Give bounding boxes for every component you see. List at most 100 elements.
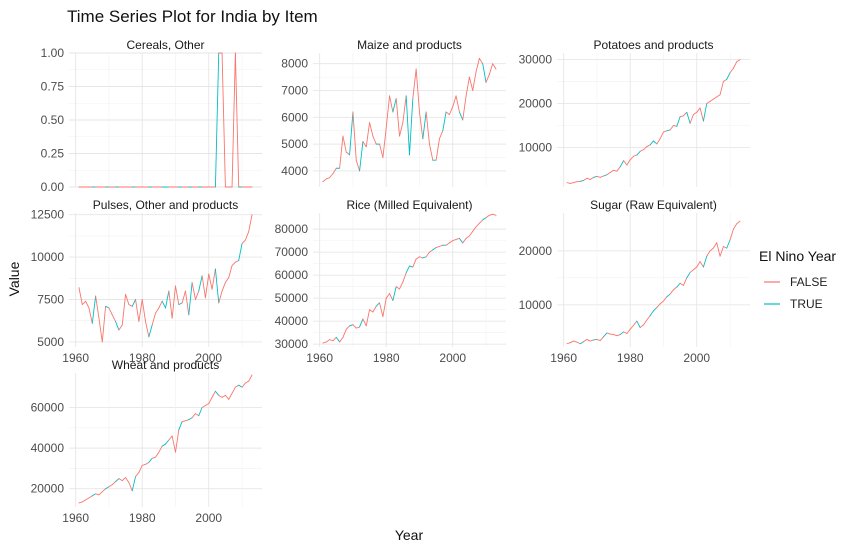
y-tick-label: 60000 (275, 268, 309, 282)
line-segment-false (185, 419, 190, 422)
panel-pulses-other-and-products: Pulses, Other and products 5000 7500 10000 1… (31, 198, 262, 365)
line-segment-false (736, 220, 741, 225)
line-segment-false (138, 464, 143, 473)
line-segment-false (204, 403, 210, 406)
line-segment-false (185, 290, 190, 316)
line-segment-false (389, 95, 394, 113)
line-segment-false (452, 239, 457, 242)
line-segment-false (412, 68, 417, 100)
y-tick-label: 50000 (275, 291, 309, 305)
line-segment-false (669, 289, 674, 295)
line-segment-true (131, 299, 137, 307)
line-segment-true (188, 282, 193, 316)
line-segment-true (726, 239, 731, 249)
line-segment-true (726, 72, 731, 80)
series-lines (78, 374, 253, 504)
line-segment-false (128, 304, 133, 307)
line-segment-false (325, 339, 331, 343)
line-segment-false (583, 338, 588, 343)
line-segment-true (349, 111, 354, 156)
x-tick-label: 1980 (373, 351, 400, 365)
panel-title: Sugar (Raw Equivalent) (590, 198, 717, 212)
line-segment-false (682, 277, 688, 286)
line-segment-false (201, 275, 206, 299)
line-segment-false (108, 307, 113, 316)
line-segment-false (234, 52, 240, 188)
line-segment-true (422, 111, 427, 140)
gridlines (557, 53, 750, 187)
line-segment-false (596, 176, 601, 178)
line-segment-true (579, 179, 585, 182)
x-tick-label: 1960 (306, 351, 333, 365)
line-segment-false (78, 501, 83, 504)
line-segment-false (221, 282, 226, 292)
line-segment-false (204, 273, 210, 299)
legend-title: El Nino Year (759, 248, 836, 264)
line-segment-false (121, 293, 127, 326)
line-segment-false (679, 115, 684, 118)
line-segment-false (435, 138, 440, 161)
panel-maize-and-products: Maize and products 4000 5000 6000 7000 8000 (281, 38, 506, 187)
line-segment-false (339, 336, 344, 343)
line-segment-false (673, 125, 678, 127)
line-segment-false (646, 144, 651, 148)
line-segment-false (462, 95, 467, 121)
line-segment-false (626, 159, 631, 166)
line-segment-false (345, 151, 351, 156)
line-segment-false (586, 338, 591, 342)
line-segment-false (696, 261, 701, 268)
x-tick-label: 1960 (550, 351, 577, 365)
line-segment-false (729, 228, 734, 241)
line-segment-true (105, 486, 110, 490)
line-segment-false (445, 111, 450, 116)
line-segment-false (118, 324, 123, 331)
line-segment-false (606, 332, 611, 335)
line-segment-false (125, 477, 130, 484)
line-segment-false (171, 285, 176, 319)
line-segment-false (659, 300, 664, 305)
line-segment-false (569, 182, 575, 184)
line-segment-false (415, 256, 420, 260)
line-segment-true (619, 331, 625, 336)
line-segment-false (438, 244, 444, 247)
line-segment-false (472, 226, 477, 232)
line-segment-true (214, 390, 220, 396)
line-segment-true (636, 150, 641, 156)
line-segment-false (399, 281, 404, 290)
line-segment-false (145, 461, 150, 465)
line-segment-true (458, 237, 464, 244)
line-segment-false (228, 265, 233, 278)
gridlines (313, 213, 506, 347)
line-segment-false (589, 176, 595, 180)
line-segment-false (342, 328, 347, 338)
line-segment-false (369, 122, 374, 137)
line-segment-false (211, 390, 216, 398)
panel-sugar-raw-equivalent: Sugar (Raw Equivalent) 10000 20000 1960 1980… (519, 198, 750, 365)
y-tick-label: 10000 (31, 250, 65, 264)
line-segment-true (432, 247, 437, 251)
line-segment-false (155, 307, 160, 314)
line-segment-true (188, 417, 193, 421)
line-segment-false (429, 249, 434, 253)
y-tick-label: 10000 (519, 140, 553, 154)
line-segment-false (168, 435, 173, 441)
line-segment-false (616, 334, 621, 337)
line-segment-true (482, 217, 487, 221)
line-segment-true (686, 111, 691, 124)
line-segment-true (349, 324, 354, 327)
line-segment-false (111, 481, 117, 486)
line-segment-true (649, 310, 654, 317)
legend-label-false: FALSE (790, 275, 827, 289)
line-segment-false (485, 73, 490, 83)
line-segment-false (78, 287, 83, 306)
series-lines (78, 214, 253, 343)
line-segment-false (706, 100, 711, 104)
y-tick-label: 10000 (519, 298, 553, 312)
line-segment-false (88, 307, 93, 324)
line-segment-false (138, 299, 143, 323)
line-segment-true (666, 293, 671, 298)
line-segment-false (646, 315, 651, 321)
line-segment-false (475, 57, 480, 73)
line-segment-true (458, 111, 464, 121)
